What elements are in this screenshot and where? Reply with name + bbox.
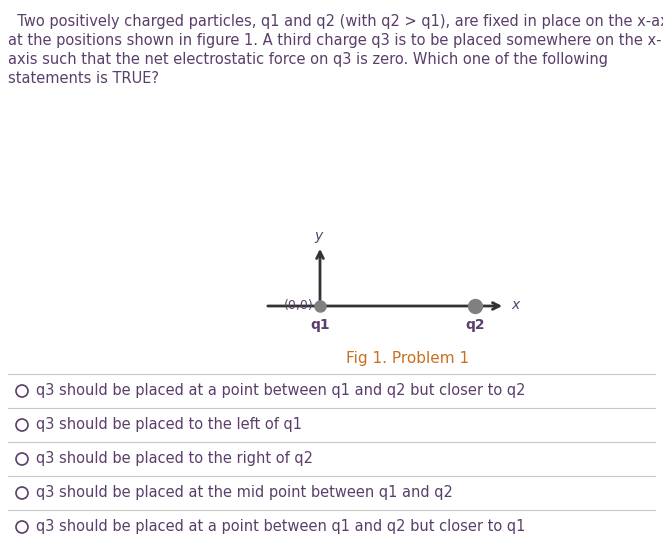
- Text: q3 should be placed at a point between q1 and q2 but closer to q1: q3 should be placed at a point between q…: [36, 519, 525, 534]
- Text: (0,0): (0,0): [284, 299, 314, 311]
- Text: y: y: [314, 229, 322, 243]
- Text: q3 should be placed to the right of q2: q3 should be placed to the right of q2: [36, 451, 313, 466]
- Text: axis such that the net electrostatic force on q3 is zero. Which one of the follo: axis such that the net electrostatic for…: [8, 52, 608, 67]
- Text: Fig 1. Problem 1: Fig 1. Problem 1: [346, 351, 469, 366]
- Text: q3 should be placed to the left of q1: q3 should be placed to the left of q1: [36, 418, 302, 433]
- Text: q2: q2: [465, 318, 485, 332]
- Text: Two positively charged particles, q1 and q2 (with q2 > q1), are fixed in place o: Two positively charged particles, q1 and…: [8, 14, 663, 29]
- Text: x: x: [511, 298, 519, 312]
- Text: q1: q1: [310, 318, 330, 332]
- Text: q3 should be placed at the mid point between q1 and q2: q3 should be placed at the mid point bet…: [36, 486, 453, 501]
- Text: statements is TRUE?: statements is TRUE?: [8, 71, 159, 86]
- Text: q3 should be placed at a point between q1 and q2 but closer to q2: q3 should be placed at a point between q…: [36, 383, 526, 398]
- Text: at the positions shown in figure 1. A third charge q3 is to be placed somewhere : at the positions shown in figure 1. A th…: [8, 33, 662, 48]
